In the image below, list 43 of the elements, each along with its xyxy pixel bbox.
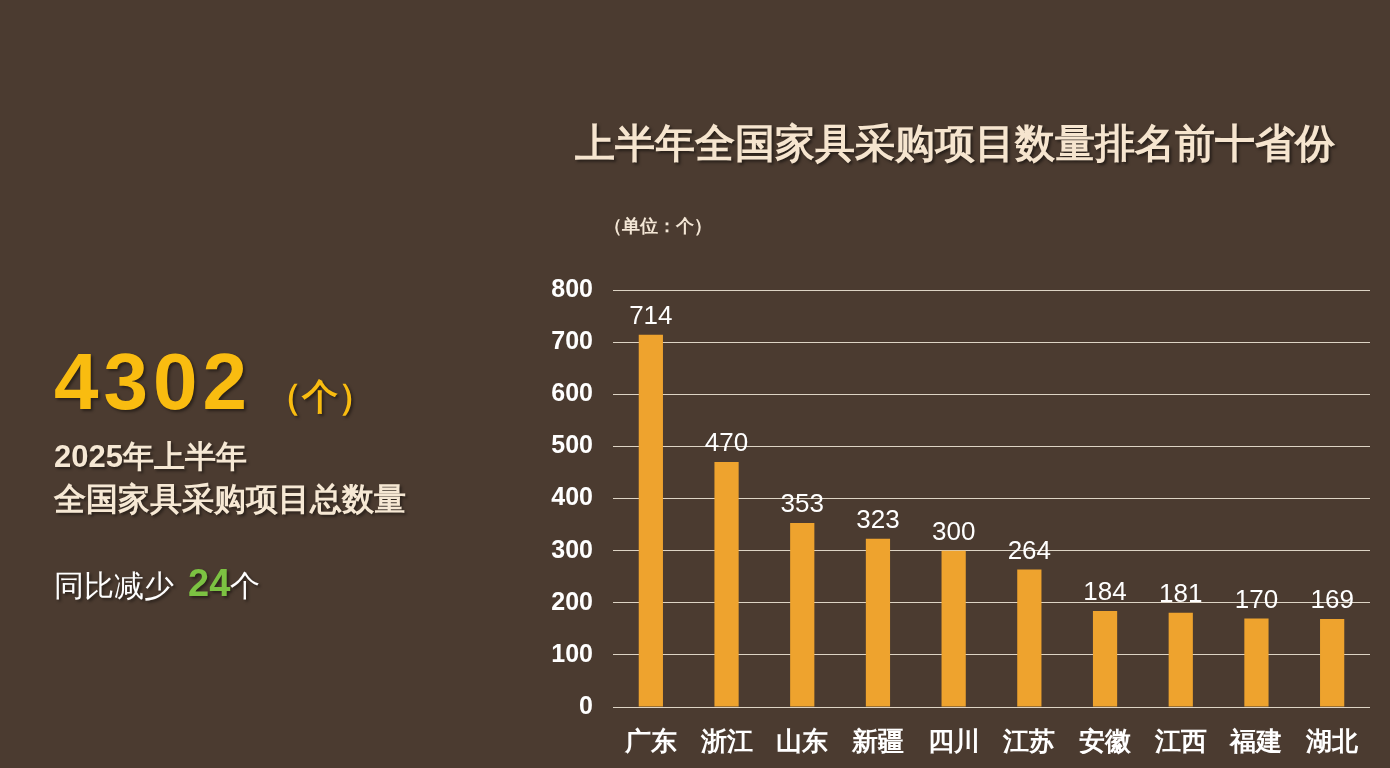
x-tick-label: 江西 (1153, 725, 1207, 756)
bar (1092, 611, 1118, 707)
text: 24 (188, 562, 231, 606)
text: （个） (265, 376, 374, 417)
data-label: 184 (1083, 576, 1127, 607)
bar (638, 334, 663, 707)
x-tick-label: 浙江 (699, 725, 753, 756)
data-label: 181 (1159, 577, 1203, 608)
text: 个 (230, 569, 261, 603)
y-tick-label: 800 (551, 273, 593, 302)
bar (1244, 618, 1269, 707)
chart-title: 上半年全国家具采购项目数量排名前十省份 (574, 120, 1336, 167)
text: 全国家具采购项目总数量 (54, 481, 406, 518)
x-tick-label: 广东 (623, 725, 677, 756)
bar (1320, 618, 1345, 707)
x-tick-label: 新疆 (850, 725, 904, 756)
text: 同比减少 (54, 569, 174, 603)
x-tick-label: 安徽 (1079, 725, 1133, 756)
data-label: 714 (629, 300, 673, 330)
y-tick-label: 600 (551, 378, 593, 407)
y-tick-label: 200 (551, 586, 593, 615)
y-tick-label: 700 (551, 326, 593, 355)
y-axis-title: （单位：个） (604, 215, 712, 238)
y-tick-label: 300 (551, 534, 593, 563)
data-label: 300 (931, 515, 976, 546)
x-tick-label: 江苏 (1002, 725, 1056, 756)
bar (1168, 612, 1193, 707)
y-tick-label: 400 (551, 482, 593, 511)
bar (714, 462, 739, 707)
x-tick-label: 山东 (776, 725, 829, 756)
data-label: 323 (856, 503, 900, 534)
bar (941, 550, 966, 707)
x-tick-label: 四川 (927, 725, 980, 756)
bar (1017, 569, 1042, 707)
bar (790, 523, 815, 707)
bar (865, 538, 891, 707)
text: 4302 (54, 337, 252, 426)
y-tick-label: 500 (551, 430, 593, 459)
y-tick-label: 100 (551, 638, 593, 667)
x-tick-label: 湖北 (1305, 725, 1360, 756)
text: 2025年上半年 (54, 439, 247, 475)
y-tick-label: 0 (579, 690, 593, 719)
x-tick-label: 福建 (1228, 725, 1283, 756)
